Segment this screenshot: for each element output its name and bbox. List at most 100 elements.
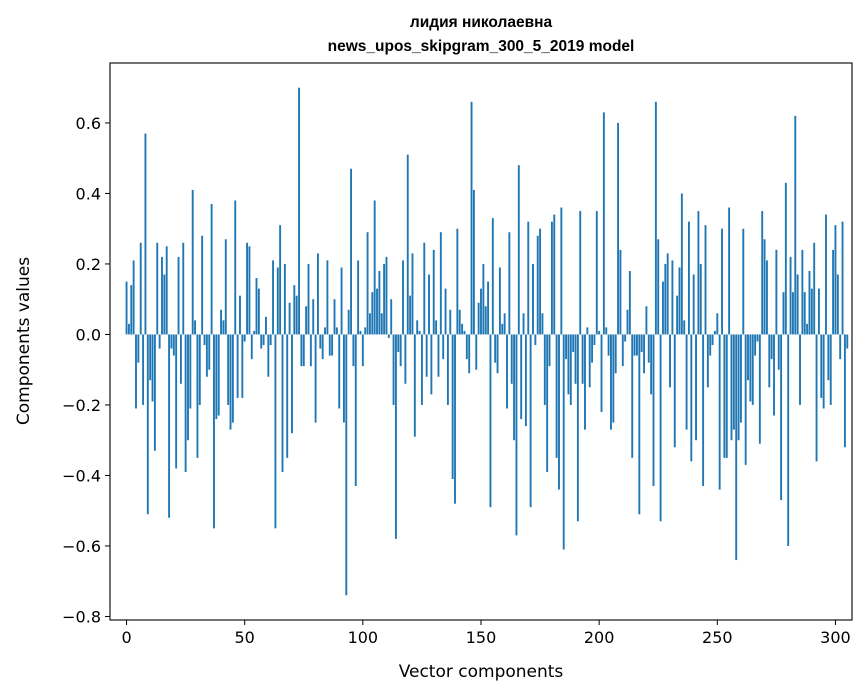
- bar-177: [543, 334, 546, 405]
- bar-167: [520, 334, 523, 420]
- bar-89: [335, 327, 338, 335]
- bar-155: [491, 218, 494, 335]
- bar-201: [600, 334, 603, 413]
- bar-127: [425, 334, 428, 377]
- bar-179: [548, 334, 551, 367]
- bar-188: [569, 334, 572, 405]
- bar-172: [532, 263, 534, 335]
- bar-22: [177, 256, 180, 335]
- bar-207: [614, 334, 617, 374]
- bar-209: [619, 249, 622, 335]
- bar-90: [338, 334, 341, 409]
- bar-243: [699, 263, 702, 335]
- bar-244: [702, 334, 705, 487]
- bar-37: [213, 334, 215, 529]
- bar-104: [371, 292, 374, 335]
- bar-88: [333, 299, 336, 335]
- x-tick-label-150: 150: [466, 628, 497, 647]
- bar-20: [172, 334, 175, 356]
- bar-242: [697, 211, 700, 335]
- bar-182: [555, 334, 558, 458]
- bar-269: [761, 211, 764, 335]
- bar-297: [827, 334, 830, 381]
- bar-96: [352, 334, 355, 367]
- bar-81: [317, 253, 319, 335]
- bar-278: [782, 292, 785, 335]
- bar-225: [657, 239, 660, 335]
- bar-40: [220, 309, 223, 335]
- bar-64: [276, 267, 279, 335]
- bar-232: [673, 334, 676, 448]
- bar-65: [279, 225, 282, 335]
- bar-223: [652, 334, 655, 487]
- bar-275: [775, 249, 778, 335]
- bar-252: [721, 228, 723, 335]
- bar-268: [758, 334, 761, 444]
- bar-35: [208, 334, 211, 370]
- x-tick-label-250: 250: [702, 628, 733, 647]
- bar-56: [257, 288, 260, 335]
- bar-121: [411, 253, 414, 335]
- bar-160: [503, 313, 506, 335]
- bar-43: [227, 334, 230, 405]
- bar-97: [354, 334, 357, 487]
- bar-38: [215, 334, 218, 420]
- bar-163: [510, 334, 513, 384]
- bar-304: [843, 334, 846, 448]
- bar-113: [392, 334, 395, 405]
- bar-82: [319, 334, 322, 349]
- bar-176: [541, 313, 544, 335]
- bar-109: [383, 263, 386, 335]
- bar-105: [373, 200, 376, 335]
- bar-284: [796, 274, 799, 335]
- x-tick-label-100: 100: [348, 628, 379, 647]
- y-tick-label-4: 0.0: [76, 325, 101, 344]
- bar-231: [671, 260, 674, 335]
- bar-118: [404, 334, 407, 384]
- bar-5: [137, 334, 140, 363]
- bar-34: [205, 334, 208, 377]
- bar-240: [692, 274, 695, 335]
- bar-174: [536, 235, 539, 335]
- y-tick-label-6: 0.4: [76, 184, 101, 203]
- bar-235: [680, 193, 683, 335]
- bar-39: [217, 334, 220, 416]
- bar-257: [732, 334, 735, 430]
- bar-267: [756, 334, 759, 342]
- bar-202: [602, 112, 605, 335]
- bar-25: [184, 334, 187, 472]
- bar-16: [163, 274, 166, 335]
- bar-137: [449, 309, 452, 335]
- bar-185: [562, 334, 565, 550]
- bar-46: [234, 200, 237, 335]
- y-axis-label: Components values: [14, 257, 34, 425]
- bar-26: [187, 334, 189, 441]
- bar-239: [690, 334, 693, 462]
- bar-50: [243, 334, 246, 342]
- bar-73: [298, 87, 300, 335]
- bar-256: [730, 334, 733, 441]
- bar-261: [742, 228, 745, 335]
- bar-41: [222, 320, 225, 335]
- bar-94: [347, 309, 350, 335]
- bar-83: [321, 334, 324, 360]
- bar-77: [307, 263, 310, 335]
- bar-216: [636, 334, 638, 356]
- bar-125: [420, 334, 423, 405]
- bar-192: [579, 211, 582, 335]
- bar-203: [605, 327, 608, 335]
- bar-184: [560, 207, 563, 335]
- bar-260: [739, 334, 742, 423]
- bar-273: [770, 334, 773, 360]
- bar-264: [749, 334, 752, 402]
- bar-270: [763, 239, 766, 335]
- bar-133: [439, 232, 442, 335]
- bar-6: [139, 242, 142, 335]
- bar-175: [539, 228, 542, 335]
- bar-149: [477, 302, 480, 335]
- bar-228: [664, 263, 667, 335]
- bar-251: [718, 334, 721, 490]
- bar-164: [513, 334, 516, 441]
- bar-53: [250, 334, 253, 360]
- bar-193: [581, 334, 584, 384]
